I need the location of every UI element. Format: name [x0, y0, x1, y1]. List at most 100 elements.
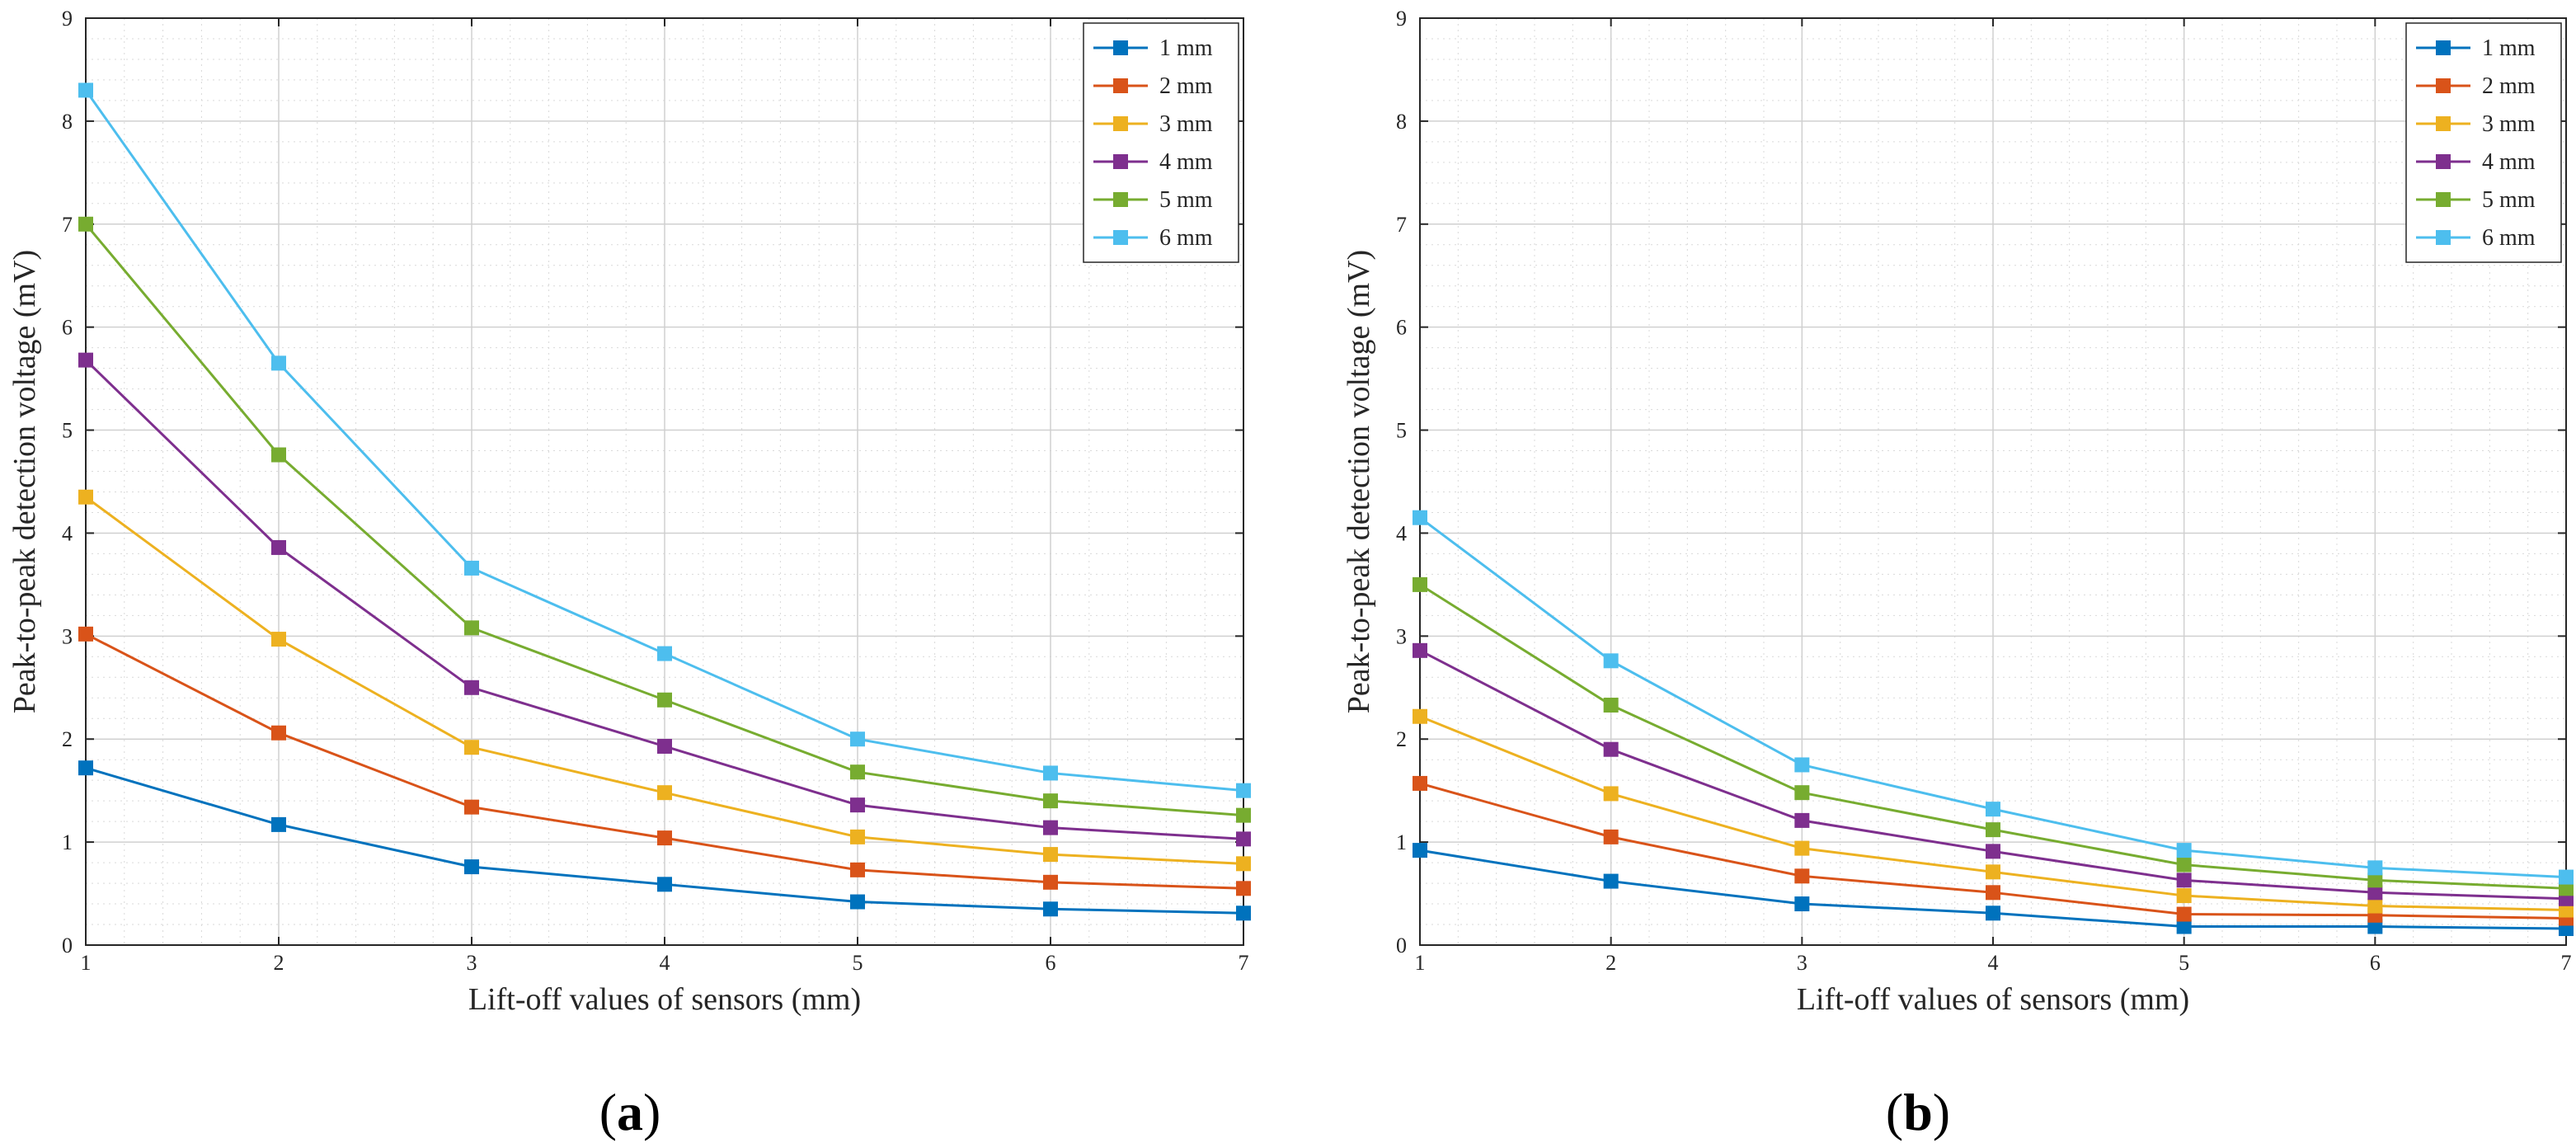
chart-b-y-tick-label: 6: [1396, 316, 1407, 340]
chart-b-legend-marker: [2436, 116, 2451, 131]
chart-b-legend-marker: [2436, 192, 2451, 207]
chart-b-data-point: [1986, 864, 2000, 880]
chart-a-data-point: [1043, 874, 1058, 890]
chart-b-y-axis-label: Peak-to-peak detection voltage (mV): [1342, 250, 1376, 713]
chart-a-data-point: [850, 764, 865, 780]
chart-b-y-tick-label: 7: [1396, 213, 1407, 237]
chart-b-data-point: [1603, 741, 1619, 757]
chart-a-legend-label: 5 mm: [1159, 187, 1213, 213]
chart-a-legend-marker: [1113, 192, 1128, 207]
chart-b-legend-label: 2 mm: [2482, 73, 2536, 99]
chart-b-legend-marker: [2436, 40, 2451, 55]
chart-b-data-point: [1603, 873, 1619, 889]
chart-a-legend-marker: [1113, 78, 1128, 93]
chart-a-series-3mm: [78, 489, 1251, 872]
chart-a-data-point: [1236, 831, 1251, 847]
chart-a-panel-label: (a): [599, 1083, 661, 1141]
chart-a-series-2mm: [78, 626, 1251, 896]
chart-a-y-tick-label: 6: [62, 316, 73, 340]
chart-a-panel-label-open: (: [599, 1083, 617, 1141]
chart-a-y-tick-label: 5: [62, 419, 73, 443]
chart-b-data-point: [2176, 843, 2192, 858]
chart-b-series-6mm: [1413, 510, 2574, 885]
chart-a-data-point: [657, 692, 672, 708]
chart-b-data-point: [2176, 857, 2192, 873]
chart-b-x-axis-label: Lift-off values of sensors (mm): [1797, 982, 2189, 1017]
chart-a-y-tick-label: 2: [62, 727, 73, 751]
chart-a-panel-label-letter: a: [617, 1083, 643, 1141]
chart-a-y-tick-label: 7: [62, 213, 73, 237]
chart-a-data-point: [1043, 901, 1058, 917]
chart-b-panel-label: (b): [1886, 1083, 1950, 1141]
chart-b-y-tick-label: 8: [1396, 110, 1407, 134]
chart-b-x-tick-label: 6: [2370, 951, 2381, 975]
chart-b-data-point: [1603, 786, 1619, 802]
chart-b-panel-label-open: (: [1886, 1083, 1903, 1141]
chart-b-legend-marker: [2436, 78, 2451, 93]
chart-a-data-point: [850, 862, 865, 877]
chart-b-data-point: [1413, 576, 1427, 592]
chart-b-legend-marker: [2436, 230, 2451, 245]
chart-b-series-5mm: [1413, 576, 2574, 896]
chart-a-data-point: [1236, 905, 1251, 921]
chart-a-data-point: [1043, 820, 1058, 835]
chart-a-data-point: [271, 816, 286, 832]
chart-b-data-point: [1413, 775, 1427, 791]
chart-a-y-tick-label: 9: [62, 7, 73, 31]
chart-a-x-tick-label: 6: [1046, 951, 1056, 975]
chart-a-data-point: [464, 560, 479, 576]
chart-a-data-point: [271, 632, 286, 647]
chart-a-series-4mm: [78, 352, 1251, 847]
chart-b-x-tick-label: 3: [1797, 951, 1807, 975]
chart-b-data-point: [2367, 860, 2383, 876]
chart-b-data-point: [1794, 896, 1810, 912]
chart-a-data-point: [78, 82, 93, 98]
chart-b-y-tick-label: 1: [1396, 830, 1407, 854]
chart-b-y-tick-label: 4: [1396, 521, 1407, 545]
chart-a-x-tick-label: 1: [81, 951, 92, 975]
chart-b-legend-box: [2405, 22, 2562, 263]
chart-b-data-point: [1413, 510, 1427, 525]
chart-a-data-point: [657, 646, 672, 661]
chart-b-x-tick-label: 1: [1415, 951, 1426, 975]
chart-a-x-tick-label: 4: [660, 951, 670, 975]
chart-b-data-point: [1794, 812, 1810, 828]
chart-b-data-point: [2367, 919, 2383, 934]
chart-a-x-axis-label: Lift-off values of sensors (mm): [468, 982, 861, 1017]
chart-a-data-point: [78, 760, 93, 776]
chart-a-data-point: [1043, 765, 1058, 781]
chart-b-y-tick-label: 5: [1396, 419, 1407, 443]
chart-a-legend-marker: [1113, 154, 1128, 169]
chart-a-legend-box: [1083, 22, 1239, 263]
chart-b-data-point: [1794, 840, 1810, 856]
chart-a-data-point: [78, 489, 93, 505]
chart-b-data-point: [1986, 844, 2000, 859]
chart-a-data-point: [271, 539, 286, 555]
chart-a-legend-label: 4 mm: [1159, 149, 1213, 175]
chart-b-panel-label-close: ): [1933, 1083, 1950, 1141]
chart-b-data-point: [1413, 708, 1427, 724]
chart-b-x-tick-label: 5: [2179, 951, 2189, 975]
chart-b-data-point: [1413, 642, 1427, 658]
chart-a-legend-label: 6 mm: [1159, 225, 1213, 251]
chart-a-legend-label: 1 mm: [1159, 35, 1213, 61]
chart-b-x-tick-label: 2: [1605, 951, 1616, 975]
chart-a-data-point: [1043, 847, 1058, 863]
chart-b-data-point: [2367, 873, 2383, 888]
chart-b-legend-label: 4 mm: [2482, 149, 2536, 175]
chart-b-data-point: [2559, 902, 2574, 918]
chart-a-data-point: [657, 830, 672, 846]
chart-b-data-point: [2367, 885, 2383, 901]
chart-b-legend-marker: [2436, 154, 2451, 169]
chart-b-data-point: [1794, 757, 1810, 773]
chart-b-data-point: [2367, 898, 2383, 914]
chart-a-data-point: [464, 680, 479, 695]
chart-a-data-point: [850, 829, 865, 844]
chart-a-data-point: [850, 797, 865, 813]
chart-a-legend: 1 mm 2 mm 3 mm 4 mm 5 mm 6 mm: [1083, 22, 1239, 263]
chart-b-data-point: [2176, 919, 2192, 934]
chart-a-series-1mm: [78, 760, 1251, 921]
chart-b-x-tick-label: 7: [2561, 951, 2572, 975]
chart-a-data-point: [1236, 856, 1251, 872]
